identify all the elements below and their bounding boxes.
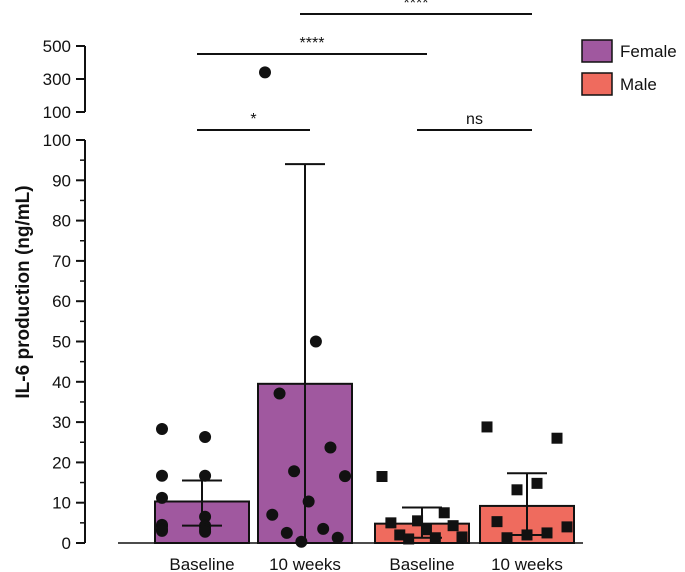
x-tick-label: Baseline bbox=[169, 555, 234, 572]
data-point bbox=[429, 532, 441, 544]
data-point bbox=[156, 524, 168, 537]
data-point bbox=[331, 531, 344, 544]
data-point bbox=[266, 508, 279, 521]
significance-label: **** bbox=[404, 0, 429, 12]
y-tick-label-upper: 500 bbox=[43, 37, 71, 56]
data-point bbox=[199, 525, 212, 538]
y-tick-label: 70 bbox=[52, 252, 71, 271]
data-point bbox=[273, 387, 286, 400]
data-point bbox=[199, 469, 212, 482]
data-point bbox=[324, 441, 337, 454]
data-point bbox=[302, 495, 315, 508]
data-point bbox=[456, 531, 468, 543]
data-point bbox=[511, 484, 523, 496]
y-tick-label: 0 bbox=[62, 534, 71, 553]
data-point bbox=[438, 507, 450, 519]
data-point bbox=[521, 529, 533, 541]
data-point bbox=[481, 421, 493, 433]
data-point bbox=[551, 432, 563, 444]
x-tick-label: 10 weeks bbox=[491, 555, 563, 572]
data-point bbox=[501, 532, 513, 544]
data-point bbox=[394, 529, 406, 541]
data-point bbox=[403, 533, 415, 545]
y-tick-label: 30 bbox=[52, 413, 71, 432]
data-point bbox=[385, 517, 397, 529]
data-point bbox=[199, 431, 212, 444]
y-tick-label: 40 bbox=[52, 373, 71, 392]
data-point bbox=[156, 469, 168, 482]
data-point bbox=[295, 535, 308, 548]
data-point bbox=[156, 422, 168, 435]
data-point bbox=[339, 470, 351, 483]
data-point bbox=[541, 527, 553, 539]
y-tick-label: 60 bbox=[52, 292, 71, 311]
significance-label: ns bbox=[466, 111, 483, 128]
data-point bbox=[280, 526, 293, 539]
y-tick-label: 90 bbox=[52, 171, 71, 190]
data-point bbox=[317, 522, 330, 535]
data-point bbox=[376, 471, 388, 483]
significance-label: * bbox=[250, 111, 256, 128]
data-point bbox=[288, 465, 301, 478]
y-tick-label: 20 bbox=[52, 453, 71, 472]
legend-label: Male bbox=[620, 75, 657, 94]
x-tick-label: Baseline bbox=[389, 555, 454, 572]
data-point bbox=[199, 510, 212, 523]
legend-swatch bbox=[581, 39, 613, 63]
y-tick-label: 10 bbox=[52, 494, 71, 513]
legend-label: Female bbox=[620, 42, 677, 61]
y-axis-label: IL-6 production (ng/mL) bbox=[13, 185, 34, 398]
data-point bbox=[412, 515, 424, 527]
y-tick-label: 100 bbox=[43, 131, 71, 150]
data-point bbox=[309, 335, 322, 348]
x-tick-label: 10 weeks bbox=[269, 555, 341, 572]
data-point bbox=[156, 491, 168, 504]
data-point bbox=[259, 66, 271, 79]
data-point bbox=[447, 520, 459, 532]
significance-label: **** bbox=[300, 35, 325, 52]
y-tick-label: 80 bbox=[52, 212, 71, 231]
data-point bbox=[491, 516, 503, 528]
y-tick-label-upper: 300 bbox=[43, 70, 71, 89]
y-tick-label-upper: 100 bbox=[43, 103, 71, 122]
data-point bbox=[420, 524, 432, 536]
y-tick-label: 50 bbox=[52, 333, 71, 352]
data-point bbox=[531, 477, 543, 489]
data-point bbox=[561, 521, 573, 533]
legend-swatch bbox=[581, 72, 613, 96]
